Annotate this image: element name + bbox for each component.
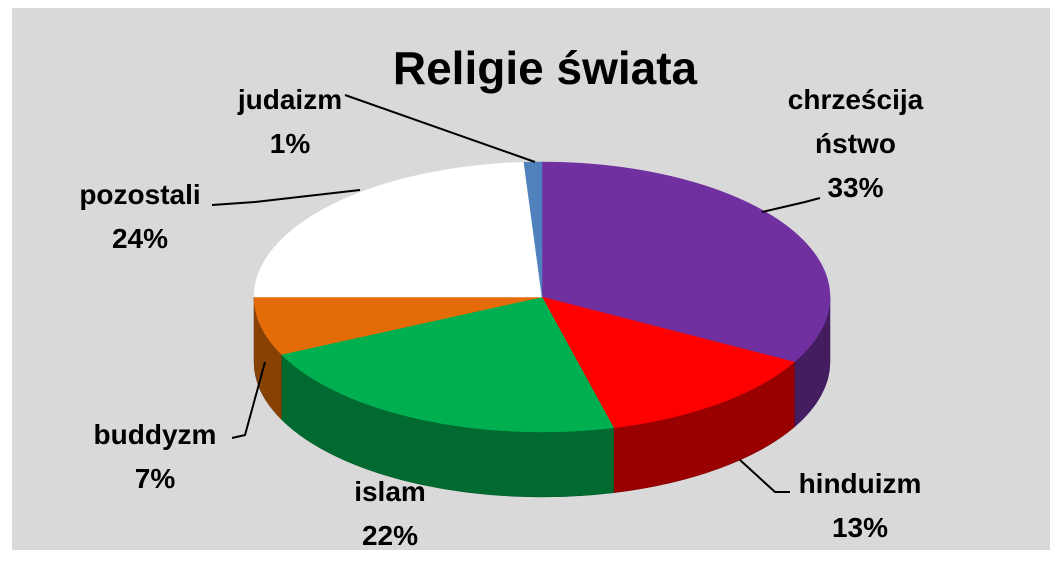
data-label: buddyzm 7% bbox=[65, 413, 245, 501]
leader-line bbox=[761, 197, 821, 213]
category-label: pozostali bbox=[79, 179, 201, 210]
chart-title: Religie świata bbox=[393, 42, 698, 94]
value-label: 1% bbox=[269, 128, 311, 159]
slice bbox=[541, 161, 831, 363]
leader-line bbox=[231, 361, 266, 439]
slice bbox=[280, 296, 615, 433]
data-label: pozostali 24% bbox=[50, 173, 230, 261]
leader-line bbox=[739, 459, 790, 493]
slice bbox=[253, 162, 543, 298]
data-label: chrześcijaństwo 33% bbox=[758, 78, 953, 210]
category-label: islam bbox=[354, 476, 426, 507]
leader-line bbox=[344, 94, 536, 163]
data-label: hinduizm 13% bbox=[770, 462, 950, 550]
value-label: 22% bbox=[361, 520, 419, 551]
value-label: 7% bbox=[134, 463, 176, 494]
slice bbox=[253, 296, 543, 355]
data-label: islam 22% bbox=[300, 470, 480, 558]
category-label: hinduizm bbox=[798, 468, 922, 499]
leader-line bbox=[211, 189, 361, 206]
value-label: 24% bbox=[111, 223, 169, 254]
category-label: chrześcijaństwo bbox=[787, 84, 924, 159]
value-label: 33% bbox=[827, 172, 884, 203]
category-label: buddyzm bbox=[93, 419, 217, 450]
data-label: judaizm 1% bbox=[200, 78, 380, 166]
slice bbox=[541, 296, 795, 429]
category-label: judaizm bbox=[237, 84, 343, 115]
value-label: 13% bbox=[831, 512, 889, 543]
